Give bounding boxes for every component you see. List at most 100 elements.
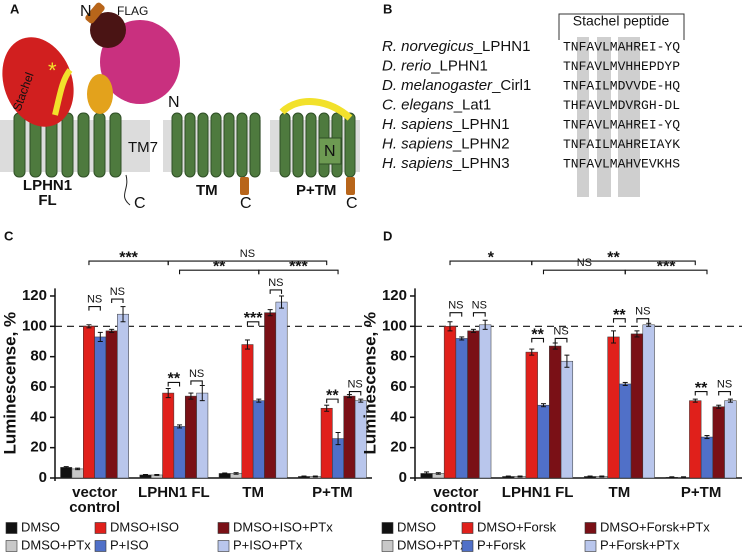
error-bar <box>177 424 183 429</box>
sequence: THFAVLMDVRGH-DL <box>563 98 680 113</box>
error-bar <box>424 471 430 476</box>
y-tick-label: 80 <box>390 348 407 365</box>
stachel <box>52 68 73 116</box>
sequence: TNFAVLMAHREI-YQ <box>563 39 680 54</box>
species-name: D. melanogaster_Cirl1 <box>382 77 531 94</box>
y-tick-label: 0 <box>39 469 47 486</box>
bar <box>467 330 480 479</box>
x-tick-label: vector control <box>430 485 482 516</box>
alignment-title: Stachel peptide <box>573 13 670 29</box>
significance-bracket <box>449 312 463 317</box>
gene: _LPHN3 <box>452 155 510 172</box>
error-bar <box>75 467 81 471</box>
legend-label: P+Forsk <box>477 537 526 552</box>
n-label: N <box>168 94 180 111</box>
bar <box>71 468 84 479</box>
species: H. sapiens <box>382 116 453 133</box>
gene: _Cirl1 <box>491 77 531 94</box>
significance-bracket <box>111 298 124 304</box>
legend-swatch <box>461 522 474 534</box>
species: C. elegans <box>382 96 454 113</box>
significance-label: *** <box>119 249 138 266</box>
bar <box>117 313 129 479</box>
species-name: H. sapiens_LPHN2 <box>382 135 510 152</box>
error-bar <box>142 474 148 476</box>
y-tick-label: 120 <box>382 287 407 304</box>
legend-swatch <box>584 540 597 552</box>
legend-swatch <box>5 522 18 534</box>
domain <box>87 74 113 114</box>
x-tick-label: TM <box>242 485 264 501</box>
significance-label: ** <box>168 371 181 388</box>
significance-bracket <box>612 318 626 323</box>
error-bar <box>199 384 205 402</box>
significance-label: ** <box>613 307 626 324</box>
species-name: D. rerio_LPHN1 <box>382 57 488 74</box>
legend-label: DMSO+ISO <box>110 519 179 534</box>
x-tick-box: vector control <box>430 485 482 516</box>
bar <box>479 324 492 479</box>
significance-label: NS <box>189 368 204 380</box>
y-axis-label: Luminescense, % <box>0 312 19 455</box>
significance-label: NS <box>240 248 255 260</box>
significance-label: ** <box>213 258 226 275</box>
error-bar <box>681 476 687 479</box>
species: D. melanogaster <box>382 77 493 94</box>
error-bar <box>482 319 488 330</box>
panel-label: D <box>383 228 392 243</box>
conserved-column <box>597 37 611 197</box>
gene: _LPHN1 <box>452 116 510 133</box>
error-bar <box>120 306 126 323</box>
x-tick-label: LPHN1 FL <box>501 485 574 501</box>
bar <box>712 406 725 479</box>
error-bar <box>552 342 558 350</box>
bar <box>264 312 277 479</box>
legend-swatch <box>94 522 107 534</box>
significance-bracket <box>326 398 339 404</box>
x-tick-box: TM <box>242 485 264 501</box>
significance-bracket <box>258 269 339 275</box>
panel-label: B <box>383 1 392 16</box>
error-bar <box>109 328 115 333</box>
bar <box>184 395 197 479</box>
y-tick-label: 100 <box>22 317 47 334</box>
error-bar <box>188 392 194 400</box>
bar <box>630 333 644 479</box>
fl-label-box: LPHN1 FL <box>23 178 72 208</box>
bar <box>525 351 538 479</box>
species-name: H. sapiens_LPHN1 <box>382 116 510 133</box>
c-label: C <box>134 195 146 212</box>
tm7-label: TM7 <box>128 139 158 156</box>
error-bar <box>470 328 476 333</box>
legend-label: P+ISO <box>110 537 149 552</box>
species: H. sapiens <box>382 155 453 172</box>
legend-label: DMSO+Forsk+PTx <box>600 519 710 534</box>
error-bar <box>692 398 698 403</box>
sequence: TNFAVLMAHVEVKHS <box>563 156 680 171</box>
significance-bracket <box>624 269 708 275</box>
x-tick-box: P+TM <box>681 485 721 500</box>
significance-bracket <box>554 337 568 343</box>
bar <box>607 336 620 479</box>
bar <box>642 324 655 479</box>
significance-bracket <box>167 381 181 387</box>
significance-bracket <box>531 260 696 266</box>
y-tick-label: 40 <box>390 408 407 425</box>
legend-label: DMSO <box>397 519 436 534</box>
sequence: TNFAILMAHREIAYK <box>563 137 680 152</box>
error-bar <box>63 466 69 469</box>
y-tick-label: 20 <box>390 439 407 456</box>
legend-label: P+ISO+PTx <box>233 537 303 552</box>
bar <box>619 383 632 479</box>
error-bar <box>517 475 523 478</box>
x-tick-box: LPHN1 FL <box>138 485 210 500</box>
error-bar <box>97 331 103 342</box>
significance-label: *** <box>657 258 676 275</box>
x-tick-box: LPHN1 FL <box>501 485 574 501</box>
significance-label: * <box>488 249 495 266</box>
bar <box>443 326 457 479</box>
flag-tag <box>85 2 105 24</box>
y-tick-label: 0 <box>399 469 407 486</box>
x-tick-label: P+TM <box>312 485 353 501</box>
x-tick-box: vector control <box>69 485 120 515</box>
